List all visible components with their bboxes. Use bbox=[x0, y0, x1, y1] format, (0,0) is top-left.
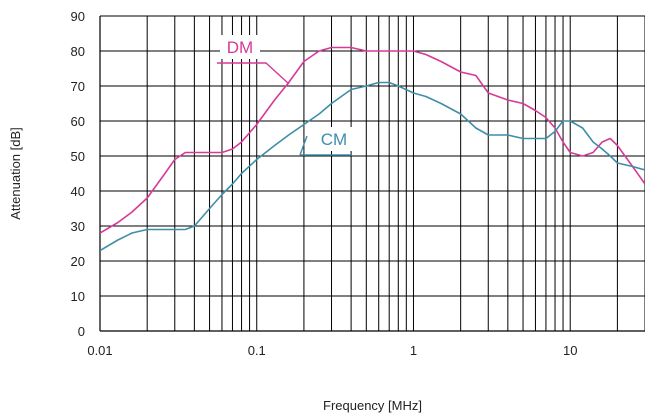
series-lines bbox=[100, 46, 645, 252]
y-tick-label: 10 bbox=[71, 289, 85, 304]
cm-leader-line bbox=[299, 135, 308, 156]
y-tick-label: 90 bbox=[71, 9, 85, 24]
dm-leader-line bbox=[217, 62, 290, 85]
x-tick-label: 0.01 bbox=[87, 343, 112, 358]
y-axis-label: Attenuation [dB] bbox=[8, 127, 23, 220]
dm-label-background bbox=[220, 35, 260, 59]
series-label-cm: CM bbox=[321, 130, 347, 149]
y-tick-label: 30 bbox=[71, 219, 85, 234]
y-tick-label: 50 bbox=[71, 149, 85, 164]
y-tick-label: 0 bbox=[78, 324, 85, 339]
x-axis-label: Frequency [MHz] bbox=[323, 398, 422, 413]
y-tick-label: 80 bbox=[71, 44, 85, 59]
series-line-cm bbox=[100, 81, 645, 252]
series-line-dm bbox=[100, 46, 645, 234]
series-labels: DM CM bbox=[217, 35, 354, 156]
x-tick-label: 0.1 bbox=[248, 343, 266, 358]
y-tick-label: 40 bbox=[71, 184, 85, 199]
cm-label-background bbox=[314, 127, 354, 151]
series-label-dm: DM bbox=[227, 38, 253, 57]
x-tick-label: 10 bbox=[563, 343, 577, 358]
y-tick-label: 60 bbox=[71, 114, 85, 129]
grid-lines bbox=[99, 15, 645, 332]
x-tick-label: 1 bbox=[410, 343, 417, 358]
y-tick-label: 70 bbox=[71, 79, 85, 94]
y-tick-label: 20 bbox=[71, 254, 85, 269]
tick-labels: 0 10 20 30 40 50 60 70 80 90 0.01 0.1 1 10 bbox=[71, 9, 578, 358]
